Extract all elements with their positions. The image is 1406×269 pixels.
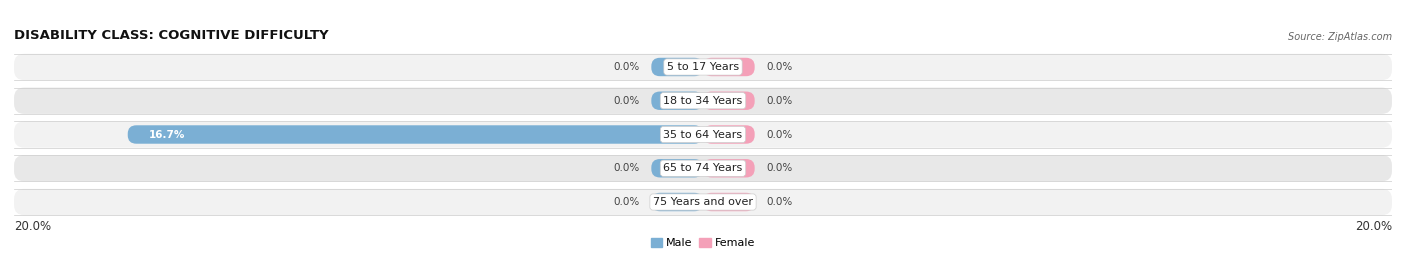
FancyBboxPatch shape: [651, 58, 703, 76]
FancyBboxPatch shape: [14, 88, 1392, 114]
FancyBboxPatch shape: [703, 125, 755, 144]
Text: 16.7%: 16.7%: [149, 129, 184, 140]
FancyBboxPatch shape: [14, 121, 1392, 148]
Text: 0.0%: 0.0%: [766, 197, 793, 207]
FancyBboxPatch shape: [14, 54, 1392, 80]
Text: Source: ZipAtlas.com: Source: ZipAtlas.com: [1288, 31, 1392, 41]
Text: 0.0%: 0.0%: [766, 129, 793, 140]
Text: 0.0%: 0.0%: [613, 163, 640, 173]
Text: 0.0%: 0.0%: [613, 197, 640, 207]
Text: DISABILITY CLASS: COGNITIVE DIFFICULTY: DISABILITY CLASS: COGNITIVE DIFFICULTY: [14, 29, 329, 41]
Text: 65 to 74 Years: 65 to 74 Years: [664, 163, 742, 173]
Text: 0.0%: 0.0%: [766, 62, 793, 72]
FancyBboxPatch shape: [703, 193, 755, 211]
FancyBboxPatch shape: [14, 155, 1392, 181]
FancyBboxPatch shape: [703, 91, 755, 110]
FancyBboxPatch shape: [651, 193, 703, 211]
FancyBboxPatch shape: [703, 58, 755, 76]
Text: 0.0%: 0.0%: [613, 62, 640, 72]
FancyBboxPatch shape: [651, 91, 703, 110]
Legend: Male, Female: Male, Female: [647, 233, 759, 253]
Text: 20.0%: 20.0%: [14, 220, 51, 233]
Text: 75 Years and over: 75 Years and over: [652, 197, 754, 207]
Text: 20.0%: 20.0%: [1355, 220, 1392, 233]
FancyBboxPatch shape: [651, 159, 703, 178]
FancyBboxPatch shape: [14, 189, 1392, 215]
FancyBboxPatch shape: [703, 159, 755, 178]
Text: 0.0%: 0.0%: [613, 96, 640, 106]
Text: 5 to 17 Years: 5 to 17 Years: [666, 62, 740, 72]
Text: 0.0%: 0.0%: [766, 163, 793, 173]
Text: 0.0%: 0.0%: [766, 96, 793, 106]
Text: 35 to 64 Years: 35 to 64 Years: [664, 129, 742, 140]
Text: 18 to 34 Years: 18 to 34 Years: [664, 96, 742, 106]
FancyBboxPatch shape: [128, 125, 703, 144]
